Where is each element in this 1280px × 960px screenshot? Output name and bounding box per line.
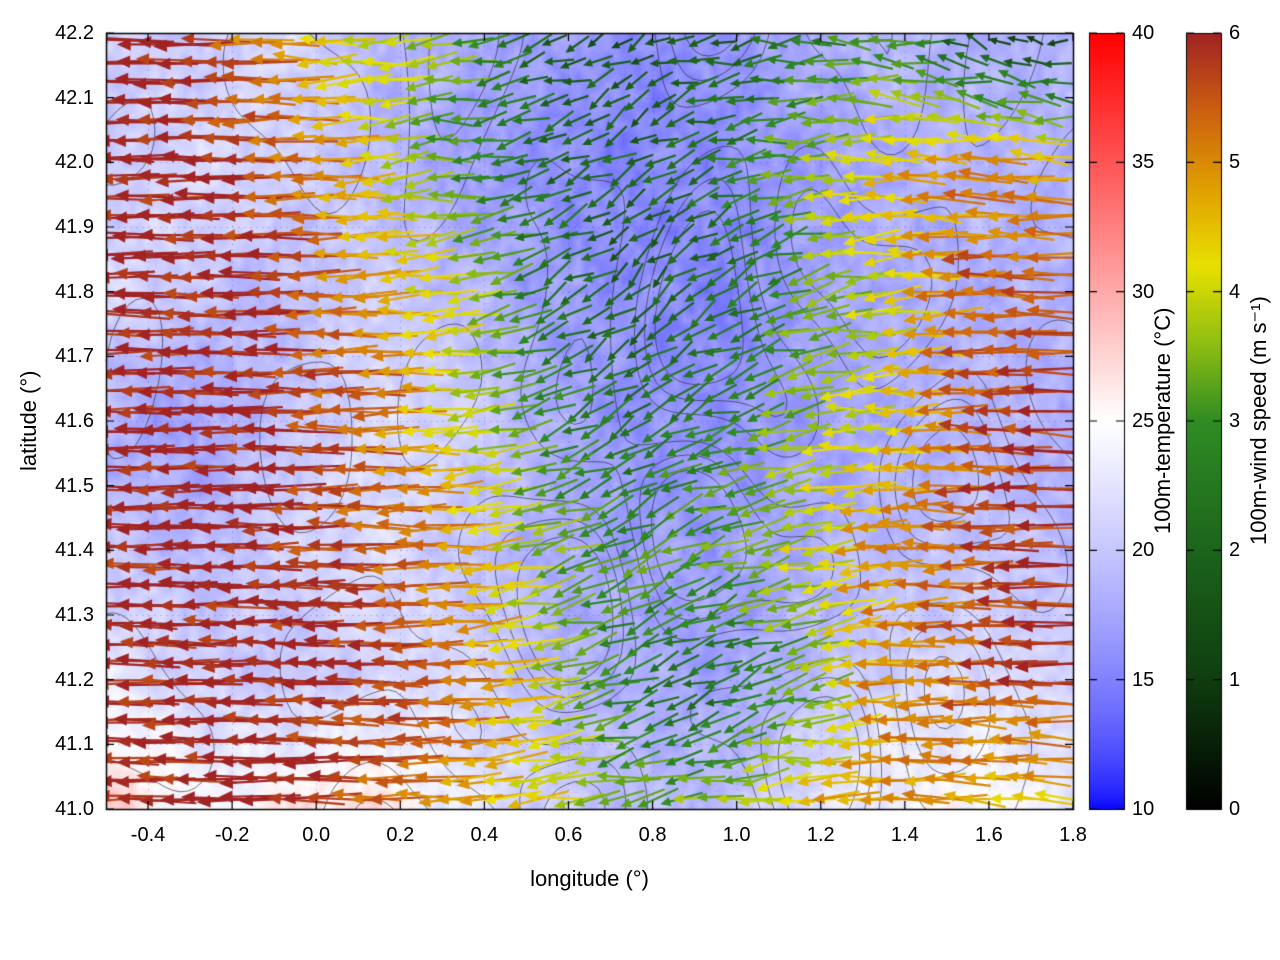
map-plot-canvas (0, 0, 1280, 960)
figure: longitude (°) latitude (°) 100m-temperat… (0, 0, 1280, 960)
